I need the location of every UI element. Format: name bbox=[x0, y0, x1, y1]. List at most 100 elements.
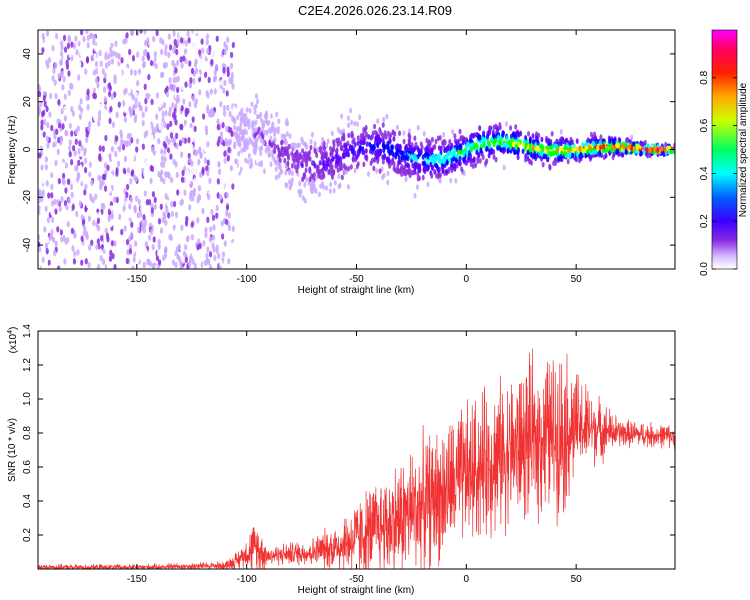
spectrogram-cell bbox=[313, 140, 317, 147]
spectrogram-cell bbox=[164, 171, 168, 178]
spectrogram-cell bbox=[176, 183, 181, 190]
spectrogram-cell bbox=[80, 30, 84, 36]
spectrogram-cell bbox=[151, 125, 155, 132]
spectrogram-cell bbox=[132, 104, 136, 111]
spectrogram-cell bbox=[150, 134, 154, 141]
spectrogram-cell bbox=[222, 87, 226, 94]
spectrogram-cell bbox=[553, 160, 557, 166]
spectrogram-cell bbox=[195, 190, 199, 197]
spectrogram-cell bbox=[448, 138, 452, 145]
spectrogram-cell bbox=[386, 170, 390, 177]
spectrogram-cell bbox=[321, 167, 325, 174]
spectrogram-cell bbox=[54, 92, 58, 100]
spectrogram-cell bbox=[436, 153, 440, 160]
spectrogram-cell bbox=[157, 218, 162, 225]
spectrogram-cell bbox=[279, 169, 283, 176]
spectrogram-cell bbox=[75, 236, 80, 243]
spectrogram-cell bbox=[274, 179, 278, 185]
spectrogram-cell bbox=[176, 38, 180, 46]
spectrogram-cell bbox=[255, 113, 259, 120]
spectrogram-cell bbox=[195, 30, 199, 35]
spectrogram-cell bbox=[218, 186, 222, 193]
spectrogram-cell bbox=[643, 139, 647, 146]
spectrogram-cell bbox=[404, 176, 408, 183]
spectrogram-cell bbox=[252, 121, 256, 127]
spectrogram-cell bbox=[142, 61, 146, 69]
spectrogram-cell bbox=[383, 130, 387, 136]
spectrogram-cell bbox=[223, 79, 227, 87]
spectrogram-cell bbox=[161, 110, 165, 118]
spectrogram-cell bbox=[51, 45, 55, 52]
spectrogram-cell bbox=[510, 137, 514, 144]
spectrogram-cell bbox=[200, 31, 204, 38]
spectrogram-cell bbox=[66, 42, 70, 50]
colorbar-gradient bbox=[711, 29, 738, 270]
spectrogram-cell bbox=[155, 254, 160, 262]
spectrogram-cell bbox=[285, 130, 289, 137]
spectrogram-cell bbox=[134, 175, 138, 183]
spectrogram-cell bbox=[150, 98, 154, 106]
spectrogram-cell bbox=[237, 141, 241, 147]
spectrogram-cell bbox=[321, 160, 325, 167]
spectrogram-cell bbox=[185, 235, 190, 243]
spectrogram-cell bbox=[592, 140, 596, 147]
spectrogram-cell bbox=[62, 76, 66, 83]
spectrogram-cell bbox=[204, 203, 209, 210]
spectrogram-cell bbox=[95, 87, 99, 95]
spectrogram-cell bbox=[53, 111, 57, 119]
spectrogram-cell bbox=[44, 205, 48, 212]
spectrogram-cell bbox=[103, 244, 108, 251]
x-tick-label: -50 bbox=[349, 574, 364, 585]
spectrogram-cell bbox=[60, 70, 64, 78]
spectrogram-cell bbox=[93, 154, 97, 161]
spectrogram-cell bbox=[128, 94, 132, 102]
spectrogram-cell bbox=[350, 148, 354, 155]
spectrogram-cell bbox=[288, 133, 292, 139]
spectrogram-cell bbox=[416, 124, 420, 131]
spectrogram-cell bbox=[168, 233, 172, 241]
spectrogram-cell bbox=[319, 183, 323, 189]
spectrogram-cell bbox=[136, 80, 140, 87]
spectrogram-cell bbox=[365, 156, 369, 162]
spectrogram-cell bbox=[130, 30, 134, 36]
spectrogram-cell bbox=[114, 60, 118, 67]
spectrogram-cell bbox=[426, 181, 430, 188]
spectrogram-cell bbox=[197, 148, 202, 155]
spectrogram-cell bbox=[158, 101, 162, 108]
spectrogram-cell bbox=[330, 164, 334, 170]
spectrogram-cell bbox=[137, 198, 141, 206]
spectrogram-cell bbox=[625, 137, 629, 143]
spectrogram-cell bbox=[85, 57, 90, 64]
spectrogram-cell bbox=[203, 217, 208, 224]
spectrogram-cell bbox=[231, 241, 235, 249]
spectrogram-cell bbox=[171, 259, 176, 266]
spectrogram-cell bbox=[234, 158, 238, 165]
spectrogram-cell bbox=[41, 191, 45, 198]
spectrogram-cell bbox=[310, 131, 314, 138]
spectrogram-cell bbox=[171, 216, 176, 223]
spectrogram-cell bbox=[46, 236, 50, 244]
spectrogram-cell bbox=[78, 61, 82, 68]
spectrogram-cell bbox=[456, 149, 460, 156]
spectrogram-cell bbox=[86, 34, 90, 42]
spectrogram-cell bbox=[344, 165, 348, 171]
spectrogram-cell bbox=[74, 138, 78, 145]
spectrogram-cell bbox=[62, 234, 66, 242]
spectrogram-cell bbox=[167, 212, 171, 219]
spectrogram-cell bbox=[100, 218, 104, 226]
spectrogram-cell bbox=[59, 161, 63, 168]
spectrogram-cell bbox=[243, 121, 247, 128]
spectrogram-cell bbox=[330, 130, 334, 137]
spectrogram-cell bbox=[522, 138, 526, 145]
spectrogram-cell bbox=[146, 258, 150, 266]
spectrogram-cell bbox=[63, 115, 67, 122]
spectrogram-cell bbox=[71, 245, 75, 252]
spectrogram-cell bbox=[232, 97, 236, 103]
spectrogram-cell bbox=[63, 105, 67, 112]
spectrogram-cell bbox=[609, 147, 613, 153]
spectrogram-cell bbox=[309, 139, 313, 145]
spectrogram-cell bbox=[74, 165, 78, 172]
spectrogram-cell bbox=[40, 124, 44, 131]
spectrogram-cell bbox=[125, 238, 130, 246]
colorbar-tick-label: 0.4 bbox=[699, 166, 710, 180]
